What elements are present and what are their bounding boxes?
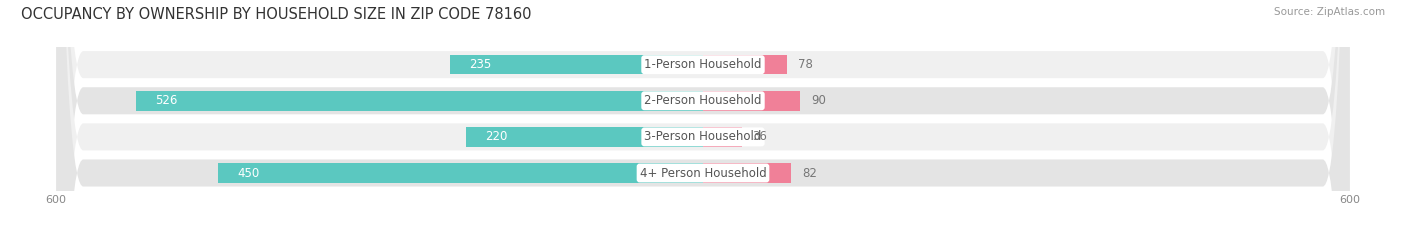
Text: 526: 526 bbox=[156, 94, 177, 107]
Bar bbox=[703, 55, 787, 74]
Bar bbox=[218, 163, 703, 183]
Bar bbox=[450, 55, 703, 74]
FancyBboxPatch shape bbox=[56, 0, 1350, 233]
Bar bbox=[465, 127, 703, 147]
FancyBboxPatch shape bbox=[56, 0, 1350, 233]
Text: 1-Person Household: 1-Person Household bbox=[644, 58, 762, 71]
Text: 78: 78 bbox=[797, 58, 813, 71]
Bar bbox=[703, 163, 792, 183]
Text: 90: 90 bbox=[811, 94, 825, 107]
Bar bbox=[703, 91, 800, 110]
Text: 3-Person Household: 3-Person Household bbox=[644, 130, 762, 143]
FancyBboxPatch shape bbox=[56, 0, 1350, 233]
Text: Source: ZipAtlas.com: Source: ZipAtlas.com bbox=[1274, 7, 1385, 17]
Text: 450: 450 bbox=[238, 167, 260, 179]
FancyBboxPatch shape bbox=[56, 0, 1350, 233]
Text: 220: 220 bbox=[485, 130, 508, 143]
Text: 4+ Person Household: 4+ Person Household bbox=[640, 167, 766, 179]
Bar bbox=[136, 91, 703, 110]
Text: 235: 235 bbox=[470, 58, 491, 71]
Bar bbox=[703, 127, 742, 147]
Text: 36: 36 bbox=[752, 130, 768, 143]
Text: 82: 82 bbox=[803, 167, 817, 179]
Text: 2-Person Household: 2-Person Household bbox=[644, 94, 762, 107]
Text: OCCUPANCY BY OWNERSHIP BY HOUSEHOLD SIZE IN ZIP CODE 78160: OCCUPANCY BY OWNERSHIP BY HOUSEHOLD SIZE… bbox=[21, 7, 531, 22]
